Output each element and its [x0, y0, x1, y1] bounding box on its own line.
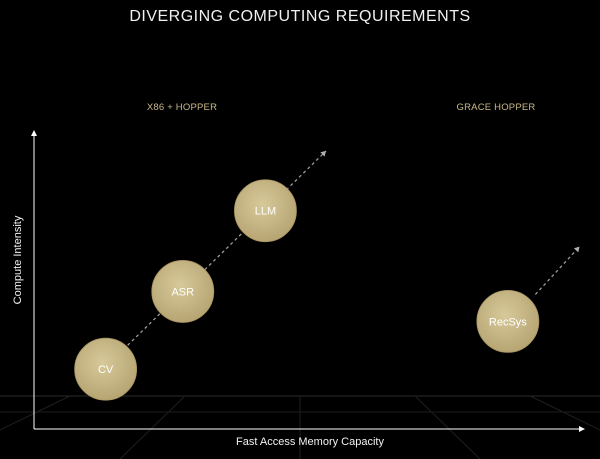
bubble-llm	[234, 179, 297, 243]
trend-arrows	[127, 150, 580, 346]
data-points: CV ASR LLM RecSys	[74, 179, 540, 401]
bubble-label-asr: ASR	[171, 286, 194, 298]
axes	[31, 130, 585, 432]
trend-arrowhead-1	[573, 246, 580, 253]
bubble-recsys	[476, 289, 540, 353]
trend-line-0	[127, 150, 327, 346]
trend-arrowhead-0	[320, 150, 327, 157]
bubble-label-llm: LLM	[255, 206, 276, 218]
x-axis-label: Fast Access Memory Capacity	[236, 436, 384, 448]
group-label-grace-hopper: GRACE HOPPER	[457, 102, 536, 113]
group-label-x86-hopper: X86 + HOPPER	[147, 102, 217, 113]
bubble-asr	[151, 260, 215, 323]
bubble-label-recsys: RecSys	[489, 316, 527, 328]
y-axis-arrow	[31, 130, 37, 136]
floor-grid	[0, 395, 600, 459]
bubble-cv	[74, 337, 138, 401]
chart-title: DIVERGING COMPUTING REQUIREMENTS	[129, 8, 470, 25]
floor-line-0	[0, 395, 71, 431]
floor-line-4	[529, 395, 600, 431]
y-axis-label: Compute Intensity	[12, 215, 24, 304]
floor-line-1	[119, 395, 186, 459]
floor-line-3	[414, 395, 481, 459]
trend-line-1	[534, 246, 580, 295]
x-axis-arrow	[579, 426, 585, 432]
bubble-label-cv: CV	[98, 364, 114, 376]
